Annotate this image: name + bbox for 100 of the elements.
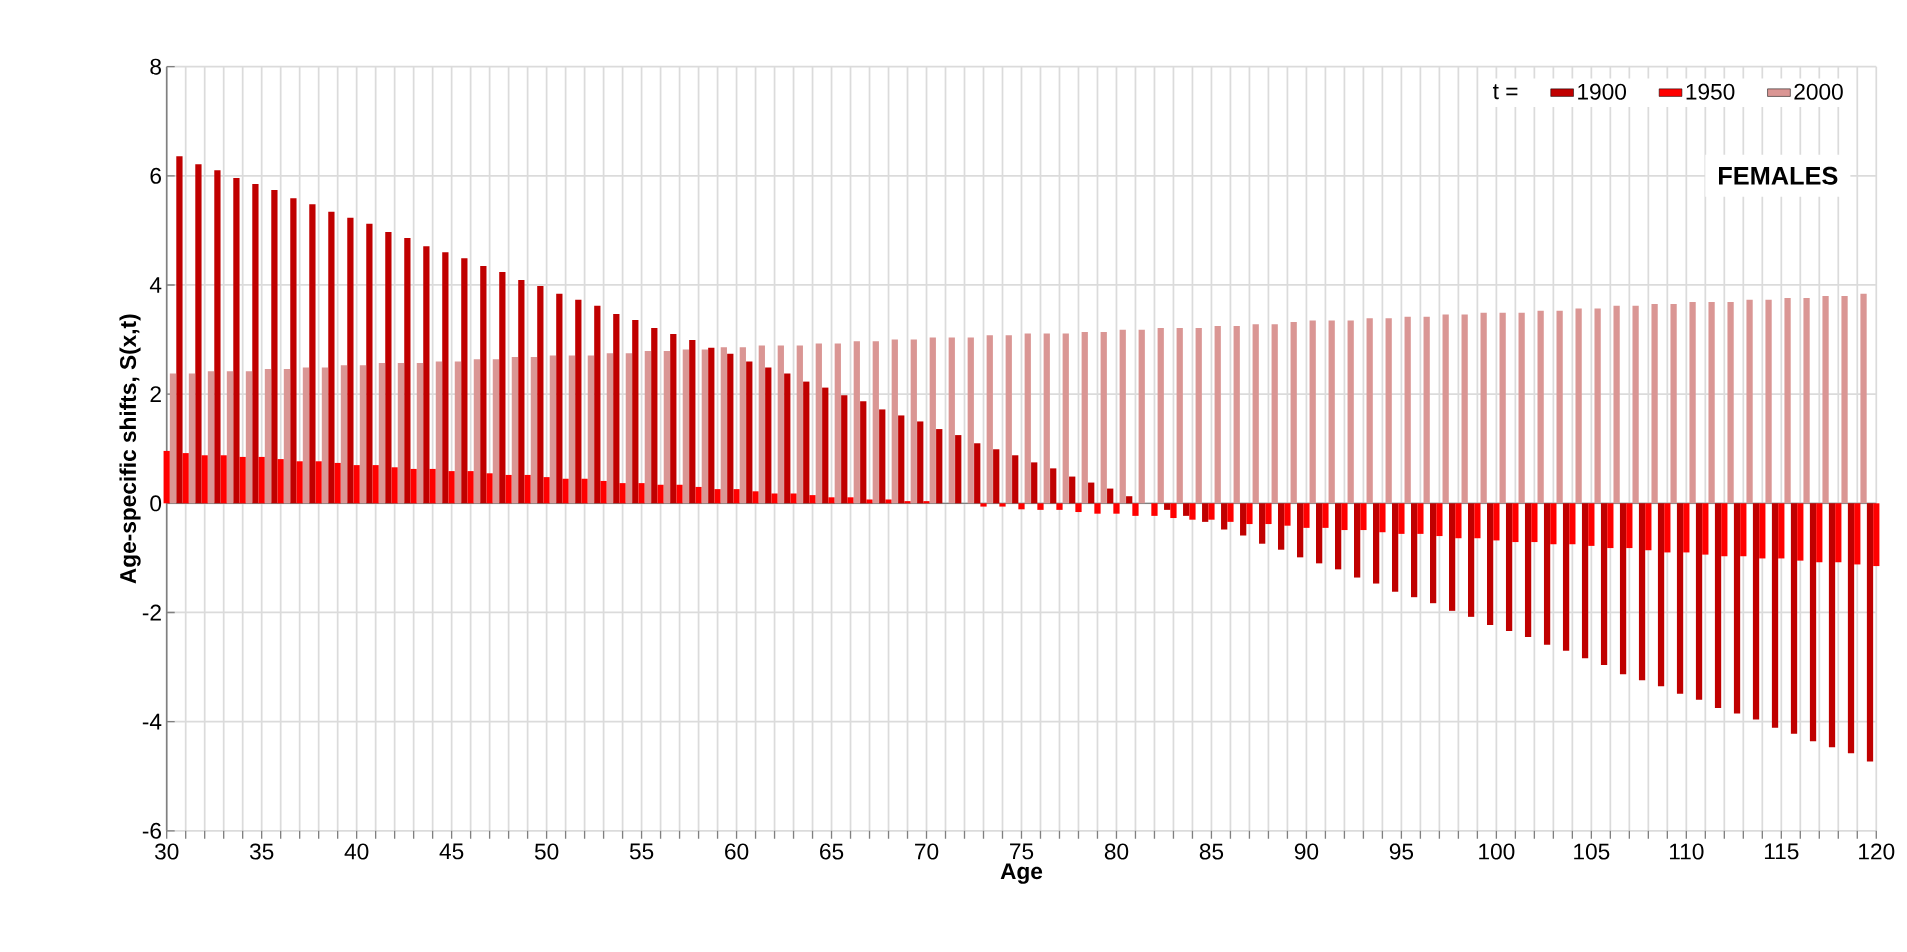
bar [1297, 503, 1304, 558]
x-tick-label: 75 [1010, 843, 1034, 860]
bar [853, 341, 860, 504]
bar [1410, 503, 1418, 598]
bar [1740, 503, 1747, 557]
bar [986, 335, 993, 504]
bar [1816, 503, 1823, 563]
bar [676, 484, 683, 504]
bar [340, 365, 348, 504]
bar [239, 456, 246, 504]
bar [695, 486, 702, 504]
bar [1037, 503, 1044, 510]
bar [1626, 503, 1633, 548]
x-tick-label: 115 [1764, 843, 1799, 860]
x-tick-label: 110 [1669, 843, 1704, 860]
x-tick-label: 60 [725, 843, 749, 860]
bar [999, 503, 1006, 507]
x-tick-label: 85 [1199, 843, 1224, 860]
bar [1600, 503, 1608, 665]
bar [1550, 503, 1557, 545]
bar [1221, 503, 1228, 530]
bar [378, 362, 386, 504]
bar [214, 170, 221, 504]
bar [663, 350, 670, 504]
bar [828, 497, 835, 504]
bar [1189, 503, 1196, 520]
bar [486, 473, 493, 504]
bar [1695, 503, 1703, 700]
bar [600, 480, 607, 504]
bar [809, 495, 816, 504]
bar [372, 465, 379, 504]
bar [1119, 329, 1126, 504]
bar [1284, 503, 1291, 526]
bar [397, 362, 405, 504]
bar [1214, 325, 1221, 504]
bar [201, 455, 208, 504]
y-tick-label: -6 [142, 822, 161, 839]
bar [644, 350, 651, 504]
bar [714, 489, 721, 504]
bar [492, 359, 500, 504]
bar [1752, 503, 1760, 720]
bar [1828, 503, 1836, 748]
bar [1341, 503, 1348, 530]
bar [442, 252, 449, 504]
bar [1164, 503, 1171, 510]
bar [1385, 318, 1392, 504]
bar [467, 471, 474, 504]
x-tick-label: 55 [629, 843, 654, 860]
bar [1069, 476, 1076, 504]
bar [309, 204, 316, 504]
bar [657, 484, 664, 504]
bar [1252, 324, 1259, 504]
y-tick-label: 6 [150, 167, 161, 184]
bar [1309, 320, 1316, 504]
y-tick-label: -4 [142, 713, 162, 730]
bar [1100, 331, 1107, 504]
bar [1588, 503, 1595, 546]
bar [632, 319, 639, 504]
bar [1043, 333, 1050, 504]
bar [188, 373, 196, 504]
bar [910, 339, 917, 504]
x-tick-label: 50 [534, 843, 559, 860]
bar [1676, 503, 1684, 694]
bar [765, 367, 772, 504]
bar [245, 371, 253, 504]
bar [1841, 295, 1848, 504]
bar [1373, 503, 1380, 584]
bar [606, 353, 613, 504]
bar [283, 368, 291, 504]
bar [1708, 301, 1715, 504]
bar [435, 361, 443, 504]
bar [1480, 312, 1487, 504]
bar [448, 471, 455, 504]
bar [1126, 496, 1133, 504]
bar [885, 499, 892, 504]
bar [366, 223, 373, 504]
y-tick-label: 8 [150, 58, 162, 75]
bar [1727, 301, 1734, 504]
bar [549, 355, 557, 504]
bar [1797, 503, 1804, 561]
bar [803, 381, 810, 504]
bar [1259, 503, 1266, 544]
legend-label: 1950 [1686, 83, 1735, 100]
bar [1645, 503, 1652, 551]
bar [1202, 503, 1209, 522]
bar [720, 347, 727, 504]
bar [258, 456, 265, 504]
bar [771, 493, 778, 504]
bar [1803, 298, 1810, 504]
bar [1170, 503, 1177, 518]
x-tick-label: 120 [1859, 843, 1895, 860]
bar [708, 347, 715, 504]
x-tick-label: 100 [1479, 843, 1515, 860]
bar [1746, 299, 1753, 504]
bar [562, 478, 569, 504]
x-tick-label: 70 [915, 843, 939, 860]
bar [758, 345, 765, 504]
bar [1018, 503, 1025, 510]
bar [1562, 503, 1570, 651]
y-tick-label: 4 [149, 277, 162, 293]
